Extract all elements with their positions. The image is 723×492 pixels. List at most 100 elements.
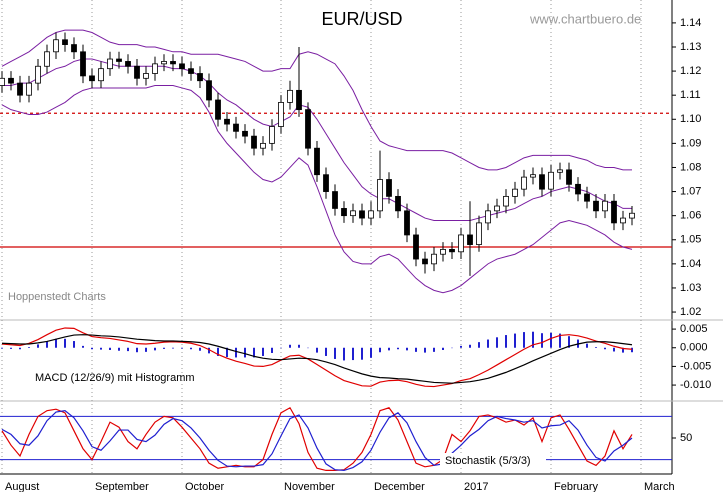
y-tick-label: 1.11 [680,89,701,101]
panel-title: Stochastik (5/3/3) [445,455,531,467]
candle-body [71,44,77,53]
candle-body [188,68,194,74]
source-note: Hoppenstedt Charts [8,291,106,303]
candle-body [215,99,221,120]
candle-body [404,210,410,236]
candle-body [206,80,212,101]
candle-body [53,39,59,53]
candle-body [296,89,302,111]
candle-body [260,142,266,149]
x-tick-label: August [5,481,39,492]
candle-body [80,51,86,77]
y-tick-label: 1.07 [680,185,701,197]
panel-title: MACD (12/26/9) mit Histogramm [35,372,195,384]
candle-body [197,73,203,82]
y-tick-label: 1.05 [680,234,701,246]
candle-body [98,68,104,82]
candle-body [179,63,185,70]
macd-line [1,334,633,384]
candle-body [557,169,563,173]
candle-body [458,234,464,253]
candle-body [575,183,581,195]
candle-body [170,61,176,65]
y-tick-label: 0.000 [680,342,708,354]
candle-body [440,248,446,255]
candle-body [593,200,599,212]
y-tick-label: 1.03 [680,282,701,294]
candle-body [143,73,149,79]
candle-body [278,102,284,127]
x-tick-label: March [644,481,675,492]
stochastic-line [1,406,633,471]
candle-body [287,89,293,103]
candle-body [566,169,572,185]
y-tick-label: 1.13 [680,41,701,53]
grid-layer [0,0,723,475]
label-layer: EUR/USD www.chartbuero.de Hoppenstedt Ch… [5,9,711,492]
candle-body [449,248,455,253]
x-tick-label: November [284,481,335,492]
candle-body [17,82,23,96]
candle-body [152,63,158,74]
candle-body [125,61,131,67]
candle-body [0,77,5,86]
candle-body [224,118,230,125]
candle-body [242,130,248,137]
candle-body [431,253,437,265]
chart-title: EUR/USD [321,9,402,29]
y-tick-label: 0.005 [680,323,708,335]
watermark: www.chartbuero.de [529,11,641,26]
candle-body [413,234,419,260]
candle-body [548,171,554,190]
y-tick-label: -0.010 [680,379,711,391]
candle-body [269,126,275,144]
candle-body [89,75,95,82]
candle-body [476,222,482,245]
candle-body [611,200,617,224]
x-tick-label: October [185,481,224,492]
candle-body [584,193,590,202]
candle-body [341,208,347,217]
y-tick-label: 1.12 [680,65,701,77]
y-tick-label: 50 [680,432,692,444]
candle-body [494,205,500,212]
stochastic-line [1,410,633,472]
candle-body [485,210,491,224]
bollinger-band [1,85,633,294]
candle-body [44,51,50,67]
candle-body [368,210,374,219]
candle-body [107,58,113,70]
candle-body [620,217,626,224]
y-tick-label: 1.09 [680,137,701,149]
y-tick-label: 1.08 [680,161,701,173]
bollinger-band [1,29,632,171]
x-tick-label: 2017 [464,481,488,492]
label-background [440,453,546,468]
candle-body [161,61,167,65]
y-tick-label: 1.02 [680,306,701,318]
candle-body [530,174,536,178]
mark-layer [0,29,635,472]
candle-body [314,147,320,176]
candle-body [377,179,383,212]
candle-body [134,65,140,79]
candle-body [395,195,401,212]
y-tick-label: -0.005 [680,360,711,372]
y-tick-label: 1.06 [680,210,701,222]
candle-body [62,39,68,45]
candle-body [422,258,428,265]
y-tick-label: 1.10 [680,113,701,125]
y-tick-label: 1.04 [680,258,701,270]
candle-body [386,179,392,197]
candle-body [116,58,122,62]
candle-body [35,65,41,84]
candle-body [602,200,608,212]
candle-body [467,234,473,245]
x-tick-label: September [95,481,149,492]
candle-body [26,82,32,96]
candle-body [512,188,518,197]
candle-body [521,176,527,190]
